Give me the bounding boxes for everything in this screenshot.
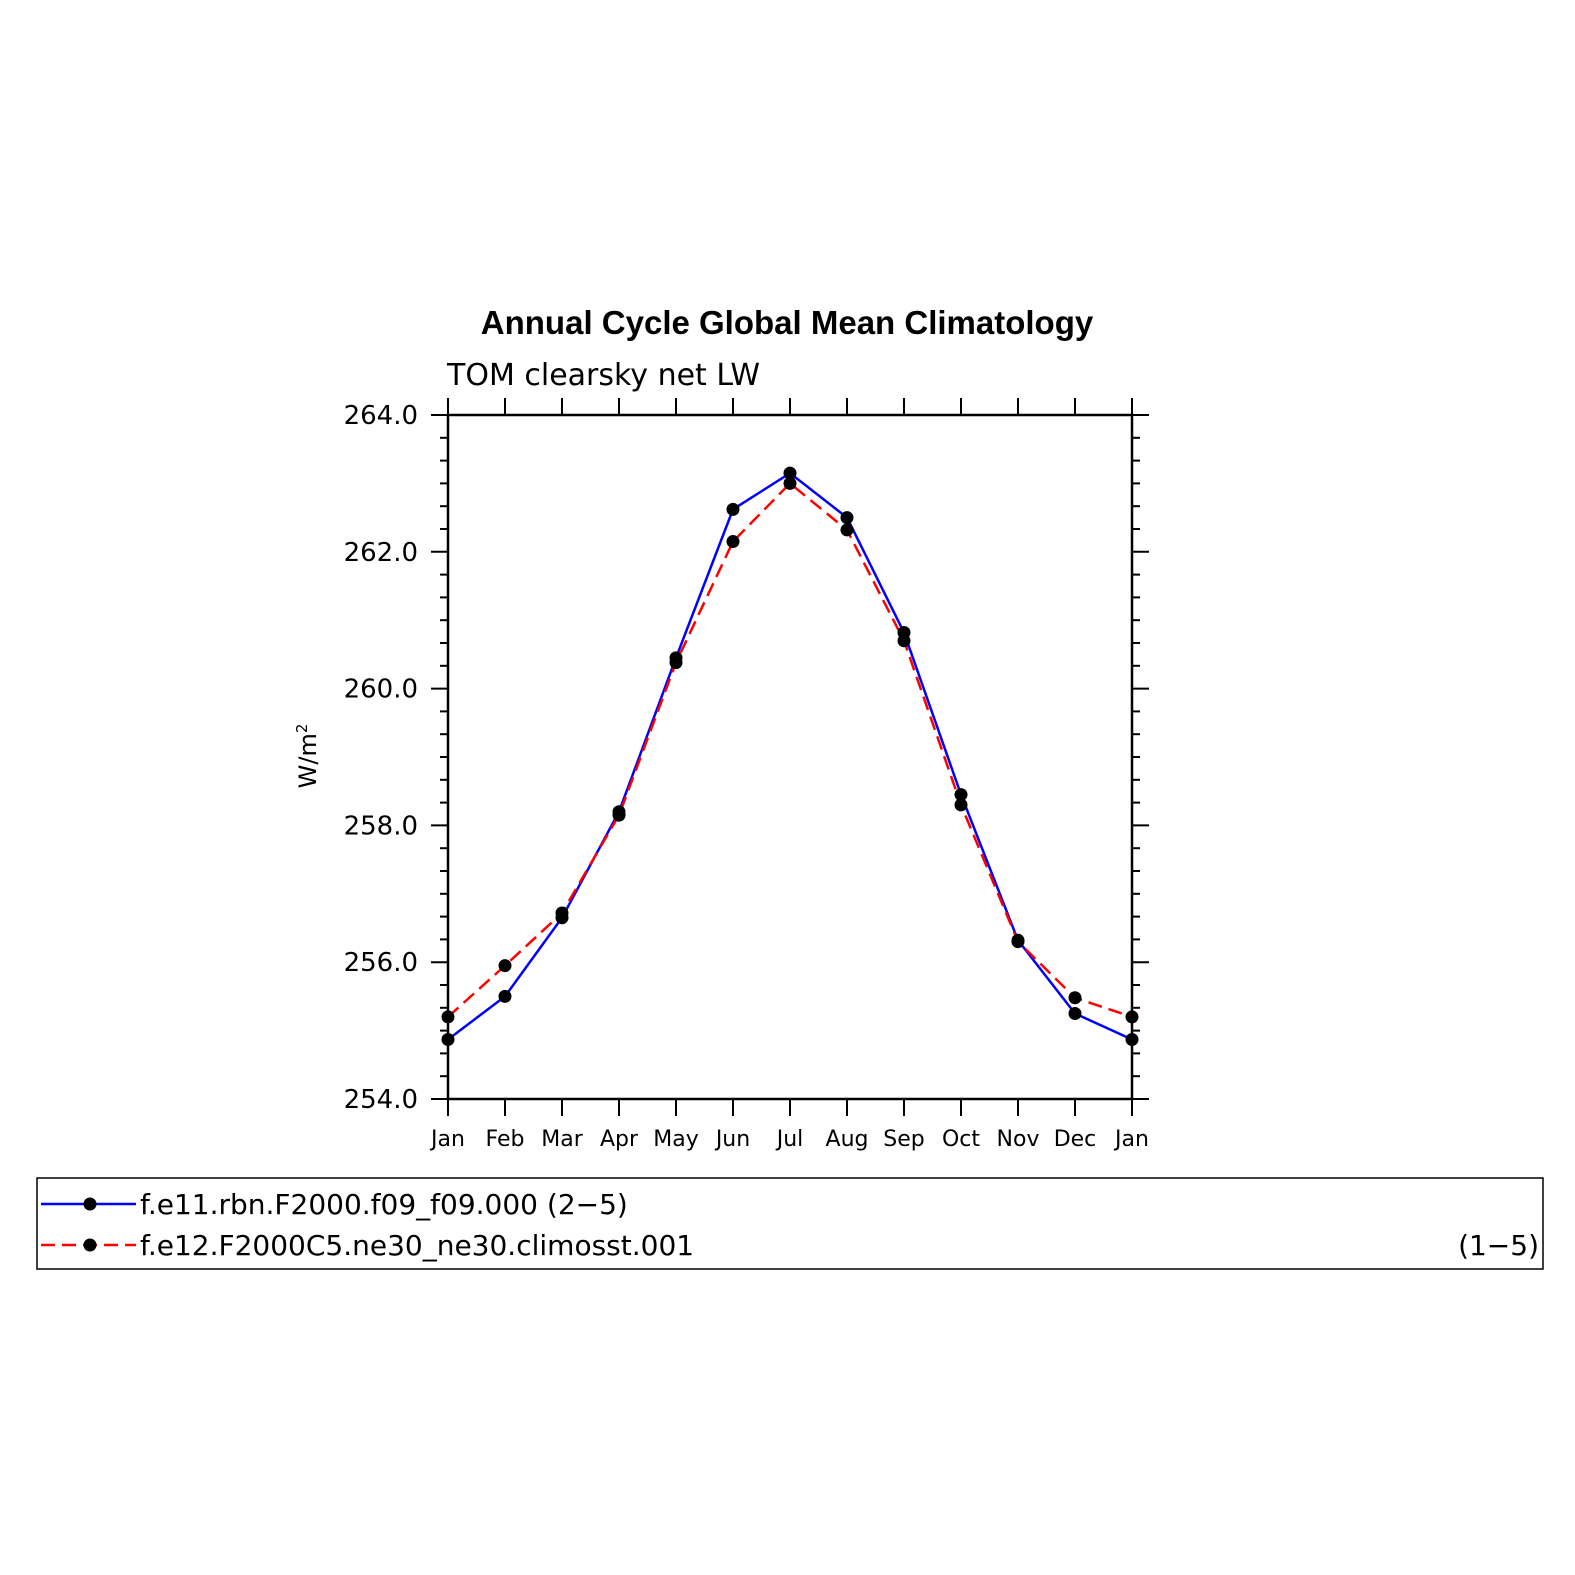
chart-title: Annual Cycle Global Mean Climatology	[481, 304, 1094, 341]
series-2-point	[1068, 991, 1082, 1005]
series-line-2	[447, 481, 1133, 1019]
legend-swatch-marker-1	[83, 1197, 97, 1211]
x-tick-label: Mar	[541, 1127, 583, 1152]
x-tick-label: Dec	[1054, 1127, 1097, 1152]
x-tick-label: Feb	[486, 1127, 525, 1152]
series-2-point	[669, 656, 683, 670]
series-layer	[441, 466, 1139, 1046]
legend-label-suffix-2: (1−5)	[1458, 1229, 1539, 1262]
x-tick-label: Jan	[429, 1127, 465, 1152]
series-2-point	[897, 634, 911, 648]
series-1-point	[840, 511, 854, 525]
series-1-point	[498, 989, 512, 1003]
y-axis-label-main: W/m	[294, 733, 322, 788]
y-axis-label: W/m2	[293, 724, 322, 789]
legend-items: f.e11.rbn.F2000.f09_f09.000 (2−5) f.e12.F…	[41, 1188, 1539, 1262]
series-1-point	[954, 788, 968, 802]
y-tick-label: 258.0	[344, 811, 418, 841]
y-axis: 254.0 256.0 258.0 260.0 262.0 264.0	[344, 401, 1149, 1115]
x-axis: Jan Feb Mar Apr May Jun Jul Aug Sep Oct Nov Dec Jan	[429, 398, 1149, 1152]
x-tick-label: Apr	[600, 1127, 639, 1152]
y-tick-label: 256.0	[344, 948, 418, 978]
legend-swatch-marker-2	[83, 1238, 97, 1252]
series-2-point	[498, 959, 512, 973]
series-1-point	[783, 466, 797, 480]
x-tick-label: Jan	[1113, 1127, 1149, 1152]
series-2-point	[1011, 935, 1025, 949]
legend-label-2: f.e12.F2000C5.ne30_ne30.climosst.001	[140, 1229, 694, 1262]
x-tick-label: Oct	[942, 1127, 980, 1152]
legend: f.e11.rbn.F2000.f09_f09.000 (2−5) f.e12.F…	[36, 1177, 1544, 1270]
series-1-point	[1125, 1032, 1139, 1046]
x-tick-label: Jul	[775, 1127, 804, 1152]
y-axis-label-superscript: 2	[293, 724, 311, 734]
series-2-point	[555, 906, 569, 920]
series-2-point	[612, 808, 626, 822]
x-tick-label: Sep	[883, 1127, 924, 1152]
chart-subtitle: TOM clearsky net LW	[446, 358, 760, 393]
series-1-point	[726, 502, 740, 516]
series-1-point	[1068, 1007, 1082, 1020]
x-tick-label: Nov	[997, 1127, 1040, 1152]
series-2-point	[726, 535, 740, 549]
y-tick-label: 254.0	[344, 1085, 418, 1115]
plot-frame	[446, 413, 1134, 1101]
y-tick-label: 264.0	[344, 401, 418, 431]
y-tick-label: 260.0	[344, 675, 418, 705]
series-2-point	[441, 1010, 455, 1024]
x-tick-label: Jun	[714, 1127, 750, 1152]
series-2-point	[1125, 1010, 1139, 1024]
y-tick-label: 262.0	[344, 538, 418, 568]
x-tick-label: Aug	[826, 1127, 869, 1152]
x-tick-label: May	[653, 1127, 698, 1152]
legend-label-1: f.e11.rbn.F2000.f09_f09.000 (2−5)	[140, 1188, 628, 1221]
series-1-point	[441, 1032, 455, 1046]
series-2-point	[840, 523, 854, 537]
series-2-point	[954, 798, 968, 812]
series-2-point	[783, 476, 797, 490]
legend-box	[36, 1177, 1544, 1270]
